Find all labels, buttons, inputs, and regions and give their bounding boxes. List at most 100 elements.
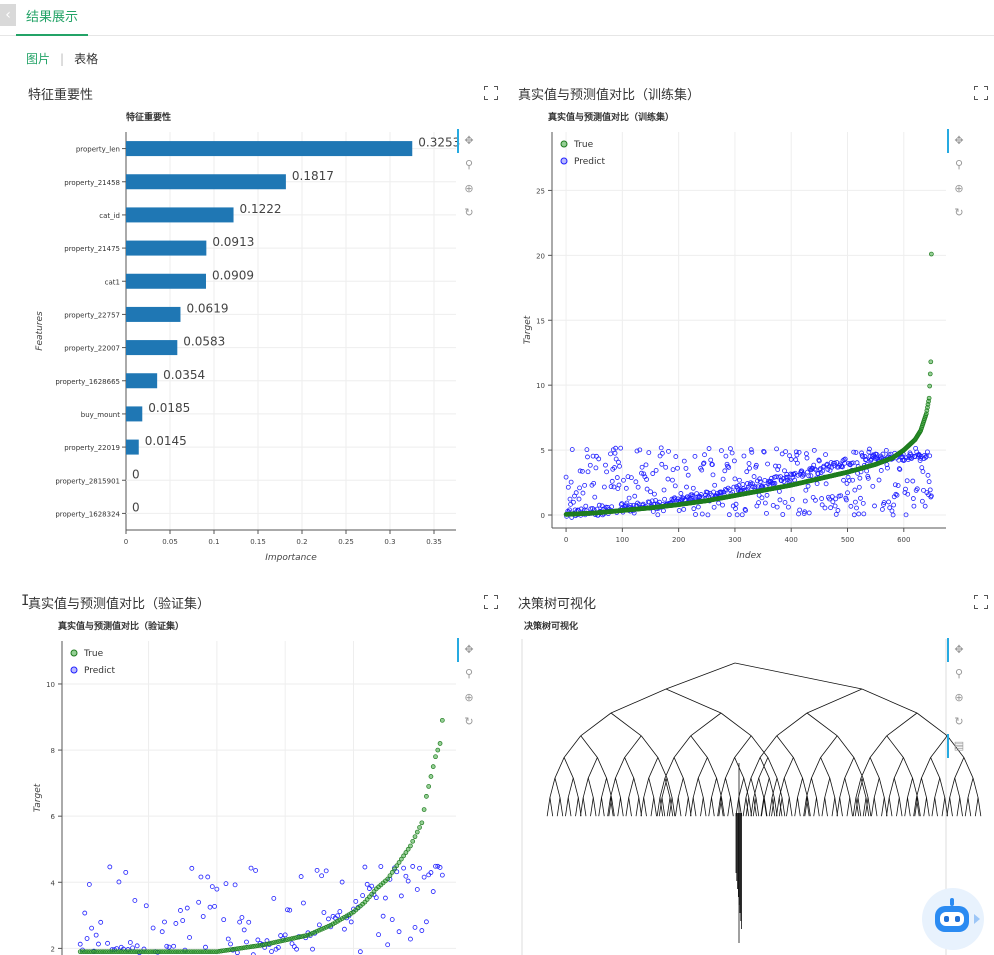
predict-point xyxy=(685,472,691,478)
bar xyxy=(126,439,139,455)
tree-edge xyxy=(648,777,655,798)
plot-toolbar: ✥ ⚲ ⊕ ↻ xyxy=(947,129,968,228)
predict-point xyxy=(782,468,787,474)
predict-point xyxy=(701,460,707,466)
predict-point xyxy=(925,449,930,455)
wheel-zoom-icon[interactable]: ⊕ xyxy=(464,182,474,195)
predict-point xyxy=(214,886,220,892)
fullscreen-icon[interactable] xyxy=(484,595,498,609)
predict-point xyxy=(863,457,869,462)
wheel-zoom-icon[interactable]: ⊕ xyxy=(464,691,474,704)
assistant-robot-icon[interactable] xyxy=(922,888,984,950)
pan-icon[interactable]: ✥ xyxy=(947,638,968,662)
box-zoom-icon[interactable]: ⚲ xyxy=(954,667,964,680)
predict-point xyxy=(632,493,638,499)
predict-point xyxy=(178,908,183,913)
predict-point xyxy=(770,502,776,508)
tab-results[interactable]: 结果展示 xyxy=(16,0,89,36)
tree-edge xyxy=(776,797,780,817)
collapse-chevron-icon[interactable]: ‹ xyxy=(0,4,16,26)
pan-icon[interactable]: ✥ xyxy=(457,129,478,153)
predict-point xyxy=(314,867,320,873)
true-point xyxy=(421,807,427,812)
predict-point xyxy=(856,511,862,517)
tree-edge xyxy=(778,777,785,798)
predict-point xyxy=(846,478,852,483)
y-tick-label: 10 xyxy=(536,382,545,390)
predict-point xyxy=(209,884,215,889)
reset-icon[interactable]: ↻ xyxy=(954,715,964,728)
predict-point xyxy=(405,878,411,884)
subtab-image[interactable]: 图片 xyxy=(26,52,51,66)
tree-edge xyxy=(708,797,712,817)
predict-point xyxy=(812,466,818,472)
y-tick-label: 0 xyxy=(541,512,545,520)
reset-icon[interactable]: ↻ xyxy=(464,715,474,728)
wheel-zoom-icon[interactable]: ⊕ xyxy=(954,182,964,195)
fullscreen-icon[interactable] xyxy=(974,595,988,609)
predict-point xyxy=(787,478,793,484)
predict-point xyxy=(675,465,680,471)
predict-point xyxy=(910,478,916,484)
box-zoom-icon[interactable]: ⚲ xyxy=(954,158,964,171)
predict-point xyxy=(385,942,391,948)
predict-point xyxy=(835,508,841,513)
subtab-table[interactable]: 表格 xyxy=(74,52,99,66)
predict-point xyxy=(86,882,92,887)
tree-edge xyxy=(926,797,930,817)
fullscreen-icon[interactable] xyxy=(974,86,988,100)
predict-point xyxy=(860,500,866,506)
reset-icon[interactable]: ↻ xyxy=(464,206,474,219)
predict-point xyxy=(755,484,761,490)
panel-title: 真实值与预测值对比（训练集） xyxy=(518,88,701,103)
predict-point xyxy=(360,893,366,898)
tree-edge xyxy=(917,797,921,817)
predict-point xyxy=(867,446,872,452)
predict-point xyxy=(779,451,785,457)
predict-point xyxy=(661,487,667,493)
predict-point xyxy=(419,928,425,933)
legend-predict-marker xyxy=(70,666,78,674)
predict-point xyxy=(862,454,868,459)
pan-icon[interactable]: ✥ xyxy=(947,129,968,153)
predict-point xyxy=(376,932,381,938)
predict-point xyxy=(702,452,707,458)
predict-point xyxy=(639,470,644,476)
tree-edge xyxy=(690,735,708,758)
tree-edge xyxy=(904,797,908,817)
pan-icon[interactable]: ✥ xyxy=(457,638,478,662)
predict-point xyxy=(844,480,850,486)
box-zoom-icon[interactable]: ⚲ xyxy=(464,667,474,680)
chart-title: 特征重要性 xyxy=(126,111,171,123)
predict-point xyxy=(783,449,788,455)
predict-point xyxy=(773,474,779,480)
predict-point xyxy=(662,496,667,502)
x-tick-label: 0.3 xyxy=(384,538,395,546)
predict-point xyxy=(608,484,614,489)
predict-point xyxy=(819,496,825,501)
tree-edge xyxy=(628,777,635,798)
fullscreen-icon[interactable] xyxy=(484,86,498,100)
wheel-zoom-icon[interactable]: ⊕ xyxy=(954,691,964,704)
predict-point xyxy=(248,865,254,871)
predict-point xyxy=(316,922,322,928)
true-point xyxy=(405,846,411,852)
tree-edge xyxy=(946,735,965,758)
tree-edge xyxy=(793,757,803,779)
tree-edge xyxy=(846,797,851,817)
hover-tooltip-icon[interactable]: ▤ xyxy=(947,734,968,758)
predict-point xyxy=(739,512,745,518)
legend-true-marker xyxy=(560,140,568,148)
tree-edge xyxy=(771,797,776,817)
predict-point xyxy=(911,503,917,509)
tree-edge xyxy=(893,757,904,779)
tree-edge xyxy=(878,777,885,798)
predict-point xyxy=(733,506,738,511)
bar xyxy=(126,141,413,157)
predict-point xyxy=(751,474,757,479)
predict-point xyxy=(609,504,615,510)
y-tick-label: 20 xyxy=(536,252,545,260)
box-zoom-icon[interactable]: ⚲ xyxy=(464,158,474,171)
reset-icon[interactable]: ↻ xyxy=(954,206,964,219)
tree-edge xyxy=(972,777,979,798)
